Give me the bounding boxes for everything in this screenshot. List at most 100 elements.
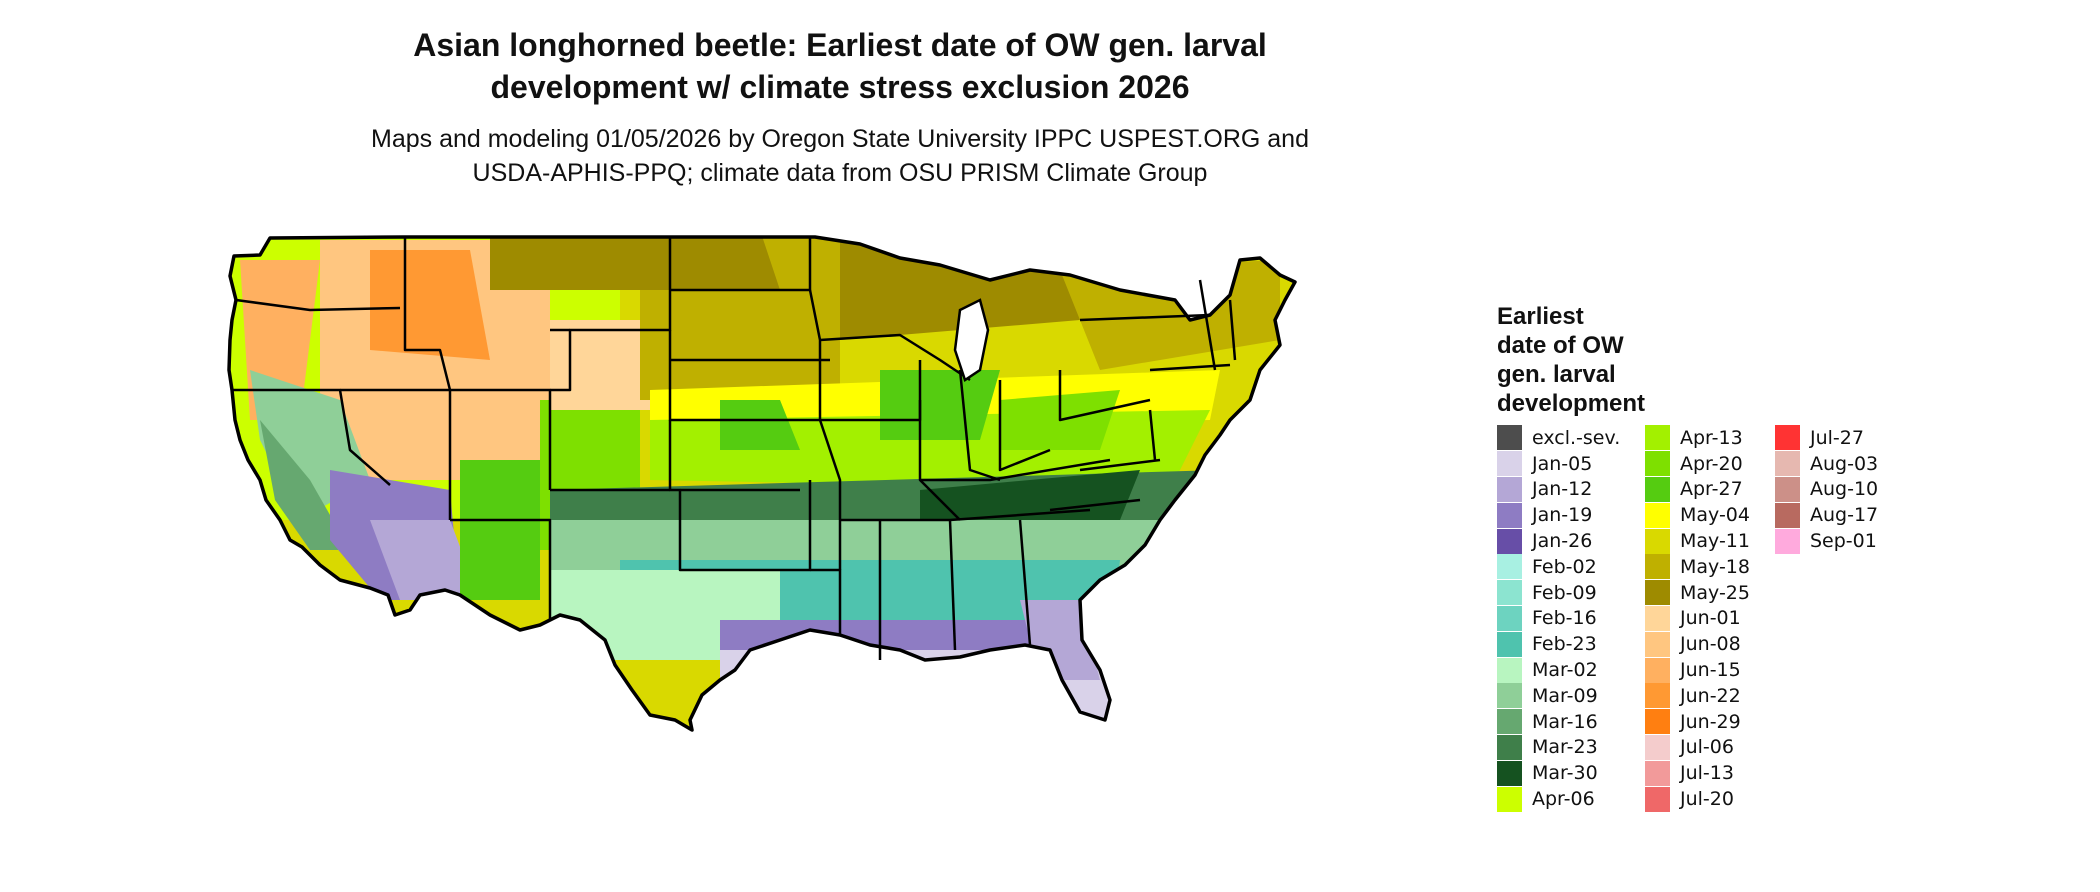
legend-item: Mar-16 (1497, 709, 1620, 735)
legend-label: Jun-22 (1680, 684, 1741, 707)
legend-item: Jul-06 (1645, 734, 1750, 761)
legend-item: Mar-30 (1497, 760, 1620, 786)
legend-label: May-18 (1680, 555, 1750, 578)
legend-swatch (1497, 734, 1522, 760)
legend-item: Feb-16 (1497, 605, 1620, 632)
state-borders (232, 237, 1237, 660)
legend-swatch (1645, 528, 1670, 554)
legend-item: Apr-13 (1645, 425, 1750, 451)
legend-item: May-25 (1645, 580, 1750, 606)
legend-label: Feb-09 (1532, 581, 1597, 604)
legend-label: Jan-05 (1532, 452, 1593, 475)
us-map-svg (227, 235, 1297, 732)
legend-item: May-18 (1645, 554, 1750, 580)
map-title: Asian longhorned beetle: Earliest date o… (240, 24, 1440, 108)
legend-swatch (1497, 502, 1522, 528)
legend-swatch (1645, 580, 1670, 606)
legend-label: Jan-19 (1532, 504, 1593, 527)
legend-item: Feb-23 (1497, 631, 1620, 657)
title-line-2: development w/ climate stress exclusion … (490, 69, 1190, 105)
legend-item: Apr-06 (1497, 786, 1620, 812)
legend-label: May-11 (1680, 530, 1750, 553)
legend-title-line: Earliest (1497, 303, 1584, 330)
legend-column-1: excl.-sev. Jan-05 Jan-12 Jan-19 Jan-26 Feb-02… (1497, 425, 1620, 812)
legend-label: Mar-02 (1532, 659, 1598, 682)
legend-swatch (1497, 786, 1522, 812)
legend-label: Mar-30 (1532, 762, 1598, 785)
legend-swatch (1497, 657, 1522, 683)
legend-swatch (1775, 502, 1800, 528)
legend-column-2: Apr-13 Apr-20 Apr-27 May-04 May-11 May-18 May-… (1645, 425, 1750, 812)
legend-label: Jan-12 (1532, 478, 1593, 501)
legend-label: Aug-03 (1810, 452, 1879, 475)
legend-label: Jul-13 (1680, 762, 1734, 785)
legend-swatch (1645, 554, 1670, 580)
legend-item: Jun-15 (1645, 657, 1750, 683)
legend-label: Aug-17 (1810, 504, 1879, 527)
legend-item: excl.-sev. (1497, 425, 1620, 451)
legend-item: Jan-05 (1497, 451, 1620, 477)
legend-item: Jul-27 (1775, 425, 1878, 451)
legend-swatch (1497, 554, 1522, 580)
legend-label: May-25 (1680, 581, 1750, 604)
legend-swatch (1645, 476, 1670, 502)
legend-label: Jul-06 (1680, 736, 1734, 759)
legend-item: Mar-23 (1497, 734, 1620, 761)
legend-swatch (1645, 734, 1670, 760)
legend-item: Apr-27 (1645, 476, 1750, 503)
legend-label: May-04 (1680, 504, 1750, 527)
legend-label: Jun-01 (1680, 607, 1741, 630)
legend-swatch (1645, 605, 1670, 631)
legend-swatch (1497, 605, 1522, 631)
legend-item: Jun-08 (1645, 631, 1750, 657)
legend-item: Aug-17 (1775, 502, 1878, 528)
legend-swatch (1645, 760, 1670, 786)
legend-item: Jun-01 (1645, 605, 1750, 632)
legend-label: Jul-27 (1810, 426, 1864, 449)
legend-swatch (1645, 451, 1670, 477)
legend-swatch (1775, 476, 1800, 502)
legend-column-3: Jul-27 Aug-03 Aug-10 Aug-17 Sep-01 (1775, 425, 1878, 554)
legend-swatch (1645, 786, 1670, 812)
legend-item: May-11 (1645, 528, 1750, 554)
legend-label: excl.-sev. (1532, 426, 1621, 449)
legend-swatch (1497, 425, 1522, 451)
legend-label: Mar-23 (1532, 736, 1598, 759)
legend-swatch (1645, 709, 1670, 735)
legend-title-line: development (1497, 390, 1646, 417)
legend-label: Jan-26 (1532, 530, 1593, 553)
lake-michigan (953, 298, 990, 382)
legend-item: Feb-09 (1497, 580, 1620, 606)
legend-item: Apr-20 (1645, 451, 1750, 477)
legend-label: Apr-13 (1680, 426, 1743, 449)
legend-label: Feb-23 (1532, 633, 1597, 656)
subtitle-line-1: Maps and modeling 01/05/2026 by Oregon S… (371, 125, 1309, 153)
legend-item: Aug-10 (1775, 476, 1879, 503)
legend-label: Feb-02 (1532, 555, 1597, 578)
legend-item: Jun-29 (1645, 709, 1750, 735)
legend-swatch (1497, 528, 1522, 554)
legend-swatch (1497, 683, 1522, 709)
legend-swatch (1645, 425, 1670, 451)
legend-swatch (1645, 683, 1670, 709)
legend-label: Sep-01 (1810, 530, 1877, 553)
legend-label: Jun-29 (1680, 710, 1741, 733)
legend-label: Jun-08 (1680, 633, 1741, 656)
legend-item: Aug-03 (1775, 451, 1878, 477)
legend-item: Jan-19 (1497, 502, 1620, 528)
legend-item: Jan-12 (1497, 476, 1620, 503)
legend-item: May-04 (1645, 502, 1750, 528)
legend-title-line: date of OW (1497, 332, 1624, 359)
legend-label: Mar-09 (1532, 684, 1598, 707)
legend-label: Jul-20 (1680, 788, 1734, 811)
legend-item: Jun-22 (1645, 683, 1750, 709)
legend-swatch (1497, 580, 1522, 606)
legend-item: Jan-26 (1497, 528, 1620, 554)
legend-item: Mar-02 (1497, 657, 1620, 683)
legend-item: Jul-13 (1645, 760, 1750, 786)
legend-label: Aug-10 (1810, 478, 1879, 501)
legend-swatch (1645, 502, 1670, 528)
legend-swatch (1645, 631, 1670, 657)
legend-label: Apr-27 (1680, 478, 1743, 501)
legend-label: Feb-16 (1532, 607, 1597, 630)
